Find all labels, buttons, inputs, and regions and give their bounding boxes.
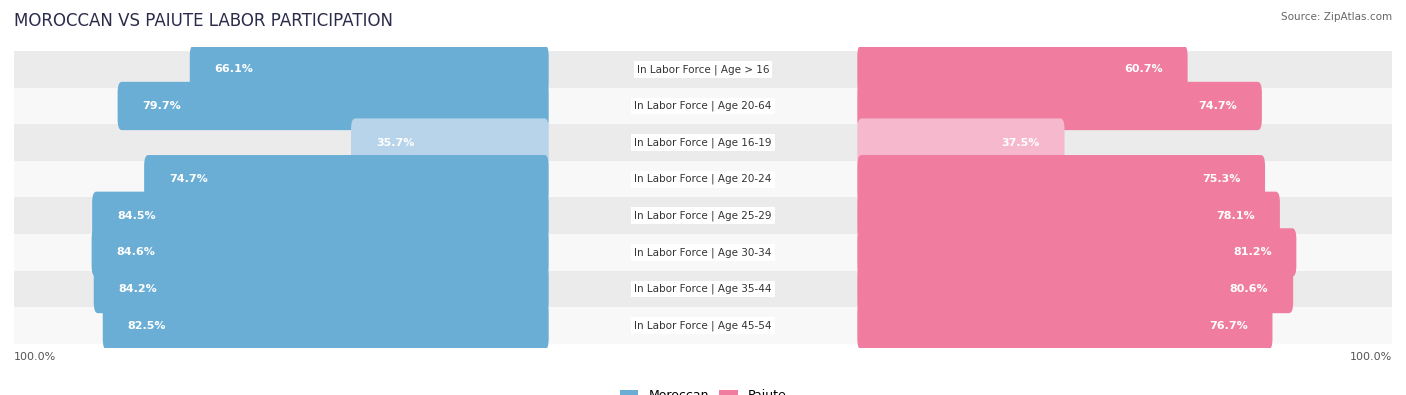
FancyBboxPatch shape xyxy=(94,265,548,313)
Bar xyxy=(14,51,1392,88)
Text: 80.6%: 80.6% xyxy=(1230,284,1268,294)
Text: 76.7%: 76.7% xyxy=(1209,321,1247,331)
Text: In Labor Force | Age 20-64: In Labor Force | Age 20-64 xyxy=(634,101,772,111)
Bar xyxy=(14,271,1392,307)
Text: 74.7%: 74.7% xyxy=(169,174,208,184)
Text: In Labor Force | Age 20-24: In Labor Force | Age 20-24 xyxy=(634,174,772,184)
FancyBboxPatch shape xyxy=(858,155,1265,203)
Text: Source: ZipAtlas.com: Source: ZipAtlas.com xyxy=(1281,12,1392,22)
Text: In Labor Force | Age 45-54: In Labor Force | Age 45-54 xyxy=(634,320,772,331)
Text: 84.2%: 84.2% xyxy=(118,284,157,294)
Bar xyxy=(14,234,1392,271)
FancyBboxPatch shape xyxy=(858,82,1261,130)
Text: In Labor Force | Age > 16: In Labor Force | Age > 16 xyxy=(637,64,769,75)
Bar xyxy=(14,88,1392,124)
FancyBboxPatch shape xyxy=(93,192,548,240)
FancyBboxPatch shape xyxy=(103,301,548,350)
Text: 74.7%: 74.7% xyxy=(1198,101,1237,111)
FancyBboxPatch shape xyxy=(858,192,1279,240)
Bar xyxy=(14,307,1392,344)
Text: 37.5%: 37.5% xyxy=(1001,137,1039,148)
Text: 75.3%: 75.3% xyxy=(1202,174,1240,184)
FancyBboxPatch shape xyxy=(190,45,548,94)
Text: In Labor Force | Age 35-44: In Labor Force | Age 35-44 xyxy=(634,284,772,294)
FancyBboxPatch shape xyxy=(91,228,548,276)
FancyBboxPatch shape xyxy=(145,155,548,203)
Text: 100.0%: 100.0% xyxy=(14,352,56,362)
FancyBboxPatch shape xyxy=(858,301,1272,350)
FancyBboxPatch shape xyxy=(858,265,1294,313)
Text: MOROCCAN VS PAIUTE LABOR PARTICIPATION: MOROCCAN VS PAIUTE LABOR PARTICIPATION xyxy=(14,12,394,30)
Text: 84.5%: 84.5% xyxy=(117,211,156,221)
Text: 79.7%: 79.7% xyxy=(142,101,181,111)
Text: 66.1%: 66.1% xyxy=(215,64,253,74)
FancyBboxPatch shape xyxy=(352,118,548,167)
Text: 84.6%: 84.6% xyxy=(117,247,155,258)
Text: 78.1%: 78.1% xyxy=(1216,211,1256,221)
Bar xyxy=(14,161,1392,198)
FancyBboxPatch shape xyxy=(858,45,1188,94)
Text: 100.0%: 100.0% xyxy=(1350,352,1392,362)
Text: In Labor Force | Age 25-29: In Labor Force | Age 25-29 xyxy=(634,211,772,221)
Text: In Labor Force | Age 30-34: In Labor Force | Age 30-34 xyxy=(634,247,772,258)
Bar xyxy=(14,124,1392,161)
Text: In Labor Force | Age 16-19: In Labor Force | Age 16-19 xyxy=(634,137,772,148)
FancyBboxPatch shape xyxy=(118,82,548,130)
Text: 60.7%: 60.7% xyxy=(1125,64,1163,74)
FancyBboxPatch shape xyxy=(858,228,1296,276)
Text: 81.2%: 81.2% xyxy=(1233,247,1271,258)
Text: 35.7%: 35.7% xyxy=(375,137,415,148)
FancyBboxPatch shape xyxy=(858,118,1064,167)
Legend: Moroccan, Paiute: Moroccan, Paiute xyxy=(614,384,792,395)
Text: 82.5%: 82.5% xyxy=(128,321,166,331)
Bar xyxy=(14,198,1392,234)
